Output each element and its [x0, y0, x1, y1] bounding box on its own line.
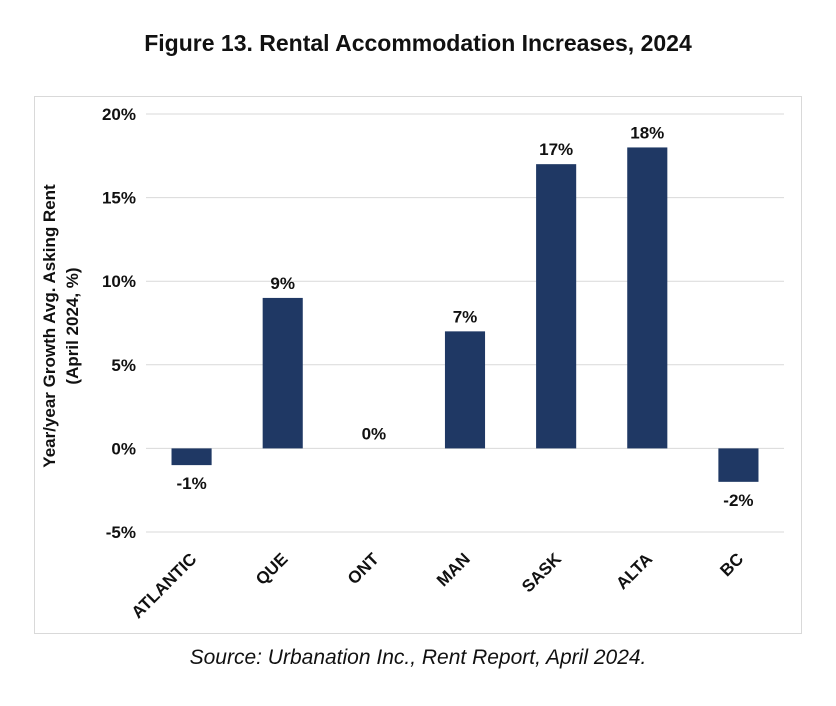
y-tick-label: 5%	[111, 356, 136, 375]
data-label: 9%	[270, 274, 295, 293]
bars	[171, 147, 759, 482]
bar-sask	[536, 164, 577, 449]
x-tick-label: SASK	[518, 549, 565, 596]
data-label: 0%	[362, 424, 387, 443]
bar-atlantic	[171, 448, 212, 466]
data-label: 17%	[539, 140, 573, 159]
bar-que	[262, 297, 303, 449]
data-label: 7%	[453, 307, 478, 326]
y-tick-label: 20%	[102, 105, 136, 124]
x-tick-label: MAN	[433, 549, 474, 590]
y-axis-label-line-2: (April 2024, %)	[63, 267, 82, 384]
bar-man	[444, 331, 486, 449]
y-tick-label: -5%	[106, 523, 136, 542]
x-tick-label: ATLANTIC	[128, 549, 201, 622]
y-axis-label-line-1: Year/year Growth Avg. Asking Rent	[40, 184, 59, 468]
data-label: -2%	[723, 491, 753, 510]
bar-alta	[627, 147, 668, 449]
x-tick-label: QUE	[252, 549, 291, 588]
bar-bc	[718, 448, 759, 482]
y-axis-ticks: -5% 0% 5% 10% 15% 20%	[102, 105, 136, 542]
data-labels: -1% 9% 0% 7% 17% 18% -2%	[176, 123, 753, 509]
data-label: -1%	[176, 474, 206, 493]
x-axis-ticks: ATLANTIC QUE ONT MAN SASK ALTA BC	[128, 549, 748, 622]
chart-area	[34, 96, 802, 634]
gridlines	[146, 113, 784, 533]
chart-title: Figure 13. Rental Accommodation Increase…	[144, 30, 692, 56]
x-tick-label: BC	[716, 549, 747, 580]
x-tick-label: ALTA	[612, 549, 656, 593]
source-note: Source: Urbanation Inc., Rent Report, Ap…	[189, 646, 647, 669]
data-label: 18%	[630, 123, 664, 142]
y-tick-label: 10%	[102, 272, 136, 291]
x-tick-label: ONT	[344, 549, 383, 588]
y-tick-label: 0%	[111, 439, 136, 458]
y-tick-label: 15%	[102, 189, 136, 208]
